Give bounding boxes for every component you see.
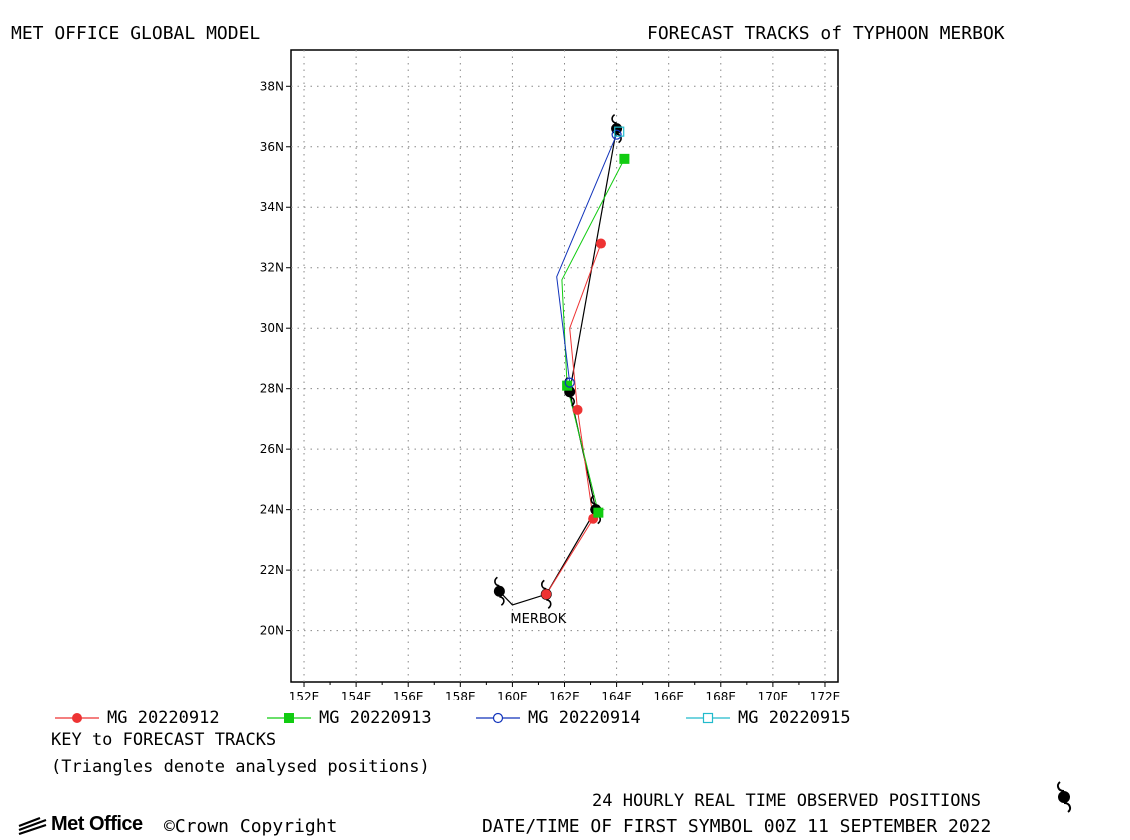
typhoon-symbol-arm (499, 595, 505, 606)
map-frame (290, 49, 839, 683)
legend-item-20220914: MG 20220914 (476, 708, 641, 728)
lon-tick-label: 166E (653, 690, 684, 700)
lat-tick-label: 34N (260, 200, 284, 214)
lon-tick-label: 156E (393, 690, 424, 700)
key-note: (Triangles denote analysed positions) (51, 757, 430, 777)
chart-title: FORECAST TRACKS of TYPHOON MERBOK (647, 23, 1005, 44)
lat-tick-label: 22N (260, 563, 284, 577)
observed-typhoon-symbol (493, 576, 505, 606)
forecast-marker-1 (562, 380, 573, 391)
typhoon-symbol-arm (546, 599, 552, 609)
first-symbol-datetime: DATE/TIME OF FIRST SYMBOL 00Z 11 SEPTEMB… (482, 816, 992, 837)
legend-label: MG 20220915 (738, 708, 851, 728)
copyright-notice: ©Crown Copyright (164, 816, 338, 837)
lon-tick-label: 152E (289, 690, 320, 700)
model-title: MET OFFICE GLOBAL MODEL (11, 23, 261, 44)
marker-layer (493, 113, 630, 609)
typhoon-symbol-core (493, 585, 505, 597)
legend-item-20220915: MG 20220915 (686, 708, 851, 728)
forecast-marker-0 (572, 404, 583, 415)
lon-tick-label: 164E (601, 690, 632, 700)
met-office-logo: Met Office (18, 813, 143, 836)
forecast-marker-0 (595, 238, 606, 249)
legend-item-20220912: MG 20220912 (55, 708, 220, 728)
lat-tick-label: 20N (260, 624, 284, 638)
lon-tick-label: 162E (549, 690, 580, 700)
red-circle-line-icon (55, 713, 99, 723)
lon-tick-label: 158E (445, 690, 476, 700)
lat-tick-label: 28N (260, 382, 284, 396)
legend-label: MG 20220914 (528, 708, 641, 728)
lon-tick-label: 160E (497, 690, 528, 700)
legend-item-20220913: MG 20220913 (267, 708, 432, 728)
tick-layer: 152E 154E 156E 158E 160E 162E 164E 166E 168E 170E… (260, 79, 840, 700)
green-square-line-icon (267, 713, 311, 723)
lon-tick-label: 172E (810, 690, 841, 700)
key-title: KEY to FORECAST TRACKS (51, 730, 277, 750)
forecast-marker-0 (541, 589, 552, 600)
met-office-swoosh-icon (18, 816, 47, 835)
met-office-logo-text: Met Office (51, 813, 143, 835)
lat-tick-label: 30N (260, 321, 284, 335)
forecast-marker-1 (593, 507, 604, 518)
lon-tick-label: 168E (706, 690, 737, 700)
forecast-marker-2 (611, 129, 622, 140)
blue-open-circle-line-icon (476, 712, 520, 724)
lat-tick-label: 38N (260, 79, 284, 93)
grid-layer (291, 50, 838, 682)
typhoon-symbol-arm (494, 576, 500, 587)
lat-tick-label: 26N (260, 442, 284, 456)
lat-tick-label: 32N (260, 261, 284, 275)
forecast-marker-2 (564, 377, 575, 388)
typhoon-symbol-arm (611, 113, 617, 124)
legend-label: MG 20220912 (107, 708, 220, 728)
storm-name-label: MERBOK (510, 612, 566, 627)
forecast-track-line-1 (561, 158, 625, 513)
legend-label: MG 20220913 (319, 708, 432, 728)
forecast-track-line-2 (556, 134, 618, 383)
lon-tick-label: 154E (341, 690, 372, 700)
forecast-track-map: 152E 154E 156E 158E 160E 162E 164E 166E 168E 170E… (260, 49, 840, 700)
typhoon-symbol-icon (1056, 781, 1072, 813)
typhoon-symbol-arm (569, 396, 575, 407)
forecast-marker-3 (614, 126, 625, 137)
lon-tick-label: 170E (758, 690, 789, 700)
observed-positions-label: 24 HOURLY REAL TIME OBSERVED POSITIONS (592, 791, 981, 811)
typhoon-symbol-arm (541, 579, 547, 590)
typhoon-symbol-arm (590, 494, 596, 505)
lat-tick-label: 36N (260, 140, 284, 154)
observed-track-line (498, 128, 618, 606)
forecast-marker-1 (619, 153, 630, 164)
lat-tick-label: 24N (260, 503, 284, 517)
cyan-open-square-line-icon (686, 712, 730, 724)
typhoon-symbol-arm (616, 133, 622, 144)
